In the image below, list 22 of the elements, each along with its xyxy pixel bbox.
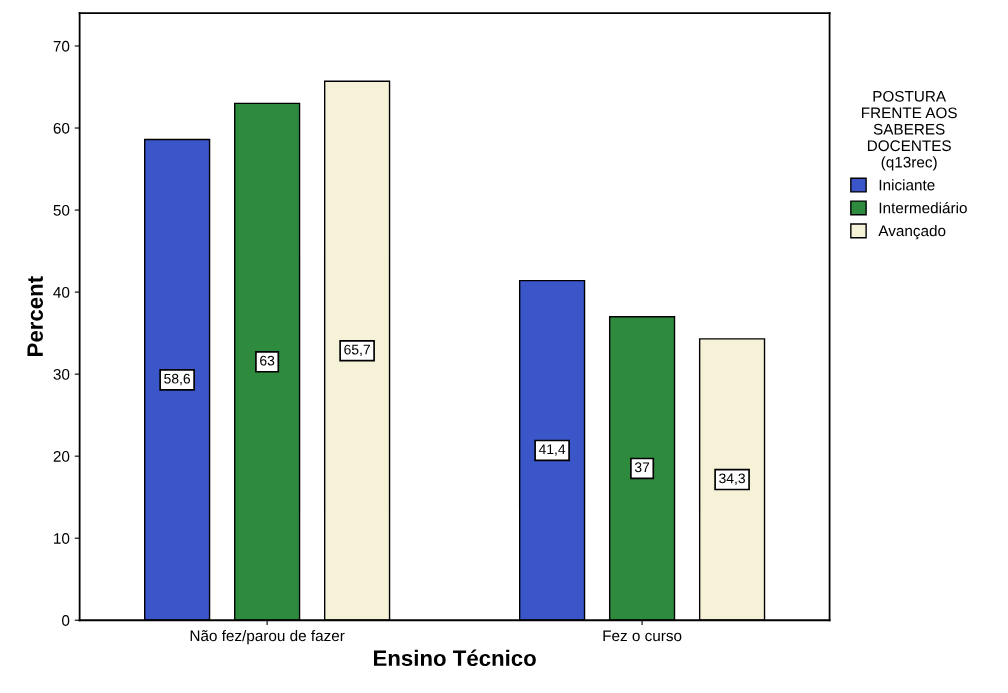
data-label: 37 <box>634 462 650 473</box>
y-axis-title: Percent <box>27 276 43 356</box>
y-tick-label: 0 <box>62 615 70 626</box>
data-label: 65,7 <box>344 344 370 357</box>
y-tick-label: 10 <box>54 533 70 544</box>
x-tick-label: Não fez/parou de fazer <box>190 629 345 645</box>
y-tick-label: 70 <box>53 40 70 52</box>
y-tick-label: 30 <box>53 368 70 380</box>
legend-label: Avançado <box>878 225 946 240</box>
x-axis-title: Ensino Técnico <box>373 649 536 667</box>
data-label: 34,3 <box>719 473 745 485</box>
y-tick-label: 40 <box>53 286 70 298</box>
data-label: 63 <box>260 355 275 366</box>
legend-title: POSTURA FRENTE AOS SABERES DOCENTES (q13rec) <box>862 90 957 171</box>
y-tick-label: 50 <box>53 204 70 216</box>
y-tick-label: 20 <box>53 451 70 462</box>
legend-label: Intermediário <box>879 201 967 214</box>
legend-label: Iniciante <box>879 179 935 191</box>
y-tick-label: 60 <box>53 122 70 134</box>
data-label: 58,6 <box>164 373 191 386</box>
data-label: 41,4 <box>538 444 566 456</box>
x-tick-label: Fez o curso <box>603 630 682 642</box>
